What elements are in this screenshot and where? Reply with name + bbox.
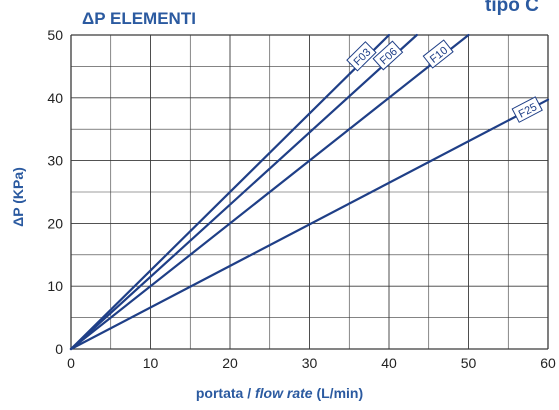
x-tick-label: 10 — [143, 355, 159, 371]
x-axis-label-italic: flow rate — [255, 385, 313, 401]
series-line-f25 — [69, 98, 550, 351]
series-line-f10 — [69, 33, 470, 351]
x-tick-label: 20 — [222, 355, 238, 371]
series-lines — [69, 33, 550, 351]
y-tick-label: 10 — [47, 278, 63, 294]
x-tick-label: 40 — [381, 355, 397, 371]
x-tick-label: 60 — [540, 355, 556, 371]
y-tick-label: 50 — [47, 27, 63, 43]
series-label-box — [346, 41, 377, 72]
series-label-f25: F25 — [511, 96, 543, 123]
x-axis-label-unit: (L/min) — [312, 385, 364, 401]
x-tick-label: 30 — [302, 355, 318, 371]
series-line-f03 — [69, 33, 391, 351]
chart-title: ΔP ELEMENTI — [82, 9, 196, 28]
y-tick-label: 40 — [47, 90, 63, 106]
x-axis-label: portata / flow rate (L/min) — [0, 385, 559, 401]
grid — [70, 34, 549, 350]
series-line-f06 — [69, 33, 418, 351]
series-label-box — [372, 40, 404, 71]
y-tick-label: 0 — [55, 341, 63, 357]
x-tick-label: 0 — [67, 355, 75, 371]
chart-title-secondary: tipo C — [485, 0, 539, 16]
series-label-box — [422, 39, 454, 69]
y-tick-label: 30 — [47, 153, 63, 169]
series-label-box — [511, 96, 543, 123]
tick-labels: 0 10 20 30 40 50 60 0 10 20 30 40 50 — [47, 27, 556, 371]
x-tick-label: 50 — [461, 355, 477, 371]
y-tick-label: 20 — [47, 215, 63, 231]
x-axis-label-prefix: portata / — [195, 385, 255, 401]
series-label-f03: F03 — [346, 41, 377, 72]
y-axis-label: ΔP (KPa) — [10, 167, 26, 227]
series-label-f10: F10 — [422, 39, 454, 69]
